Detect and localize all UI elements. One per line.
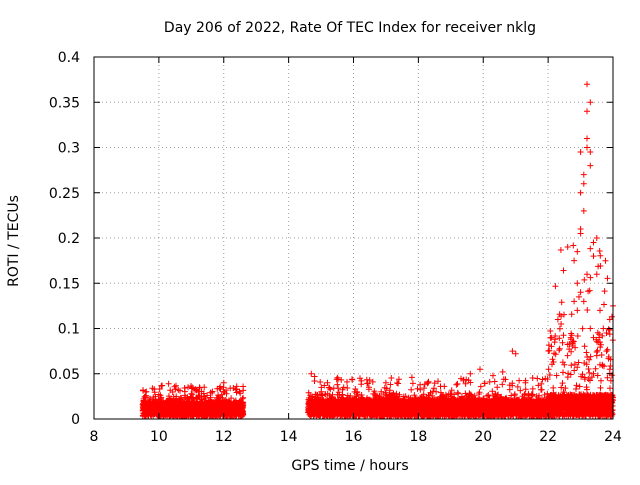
data-point [512, 391, 518, 397]
data-point [489, 388, 495, 394]
data-point [410, 380, 416, 386]
data-point [534, 376, 540, 382]
data-point [395, 381, 401, 387]
data-point [478, 384, 484, 390]
data-point [240, 387, 246, 393]
data-point [485, 392, 491, 398]
data-point [408, 387, 414, 393]
data-point [523, 386, 529, 392]
data-point [143, 389, 149, 395]
data-point [535, 382, 541, 388]
data-point [539, 387, 545, 393]
data-point [388, 375, 394, 381]
data-point [335, 385, 341, 391]
data-point [317, 379, 323, 385]
data-point [182, 385, 188, 391]
data-point [453, 382, 459, 388]
data-point [530, 386, 536, 392]
data-point [499, 381, 505, 387]
data-point [455, 381, 461, 387]
points-layer [140, 81, 616, 419]
data-point [185, 384, 191, 390]
data-point [335, 376, 341, 382]
grid-layer [94, 57, 613, 419]
data-point [234, 390, 240, 396]
data-point [516, 378, 522, 384]
